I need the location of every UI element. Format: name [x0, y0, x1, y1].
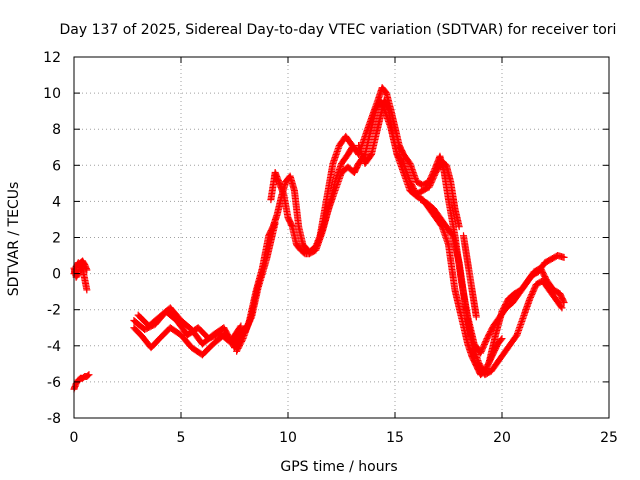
x-tick-label: 10 — [279, 430, 297, 446]
chart-title: Day 137 of 2025, Sidereal Day-to-day VTE… — [60, 22, 617, 38]
y-tick-label: 8 — [52, 122, 61, 138]
data-point — [83, 266, 91, 274]
y-tick-label: -8 — [47, 411, 61, 427]
y-tick-label: 12 — [43, 50, 61, 66]
y-tick-label: -6 — [47, 375, 61, 391]
series-seg-j — [355, 96, 463, 231]
series-seg-c — [70, 371, 93, 393]
y-axis-label: SDTVAR / TECUs — [6, 182, 22, 297]
x-tick-label: 5 — [177, 430, 186, 446]
data-point — [559, 297, 567, 305]
x-axis-label: GPS time / hours — [280, 459, 397, 475]
x-tick-label: 15 — [386, 430, 404, 446]
series-seg-l — [459, 232, 480, 321]
y-tick-label: 0 — [52, 267, 61, 283]
data-point — [236, 323, 244, 331]
y-ticks: -8 -6 -4 -2 0 2 4 6 8 10 12 — [43, 50, 609, 427]
data-point — [497, 336, 505, 344]
data-point — [560, 253, 568, 261]
y-tick-label: 2 — [52, 231, 61, 247]
x-ticks: 0 5 10 15 20 25 — [70, 57, 618, 446]
data-point — [237, 322, 245, 330]
data-point — [498, 335, 506, 343]
data-point — [455, 223, 463, 231]
x-tick-label: 20 — [493, 430, 511, 446]
y-tick-label: 4 — [52, 194, 61, 210]
y-tick-label: -2 — [47, 303, 61, 319]
data-point — [472, 313, 480, 321]
y-tick-label: 6 — [52, 158, 61, 174]
y-tick-label: 10 — [43, 86, 61, 102]
series-seg-d — [130, 324, 249, 359]
data-point — [558, 304, 566, 312]
data-markers — [70, 84, 568, 393]
data-point — [83, 286, 91, 294]
x-tick-label: 25 — [600, 430, 618, 446]
data-point — [560, 298, 568, 306]
series-seg-m — [485, 264, 568, 366]
data-point — [557, 303, 565, 311]
data-point — [85, 371, 93, 379]
y-tick-label: -4 — [47, 339, 61, 355]
x-tick-label: 0 — [70, 430, 79, 446]
data-point — [84, 372, 92, 380]
